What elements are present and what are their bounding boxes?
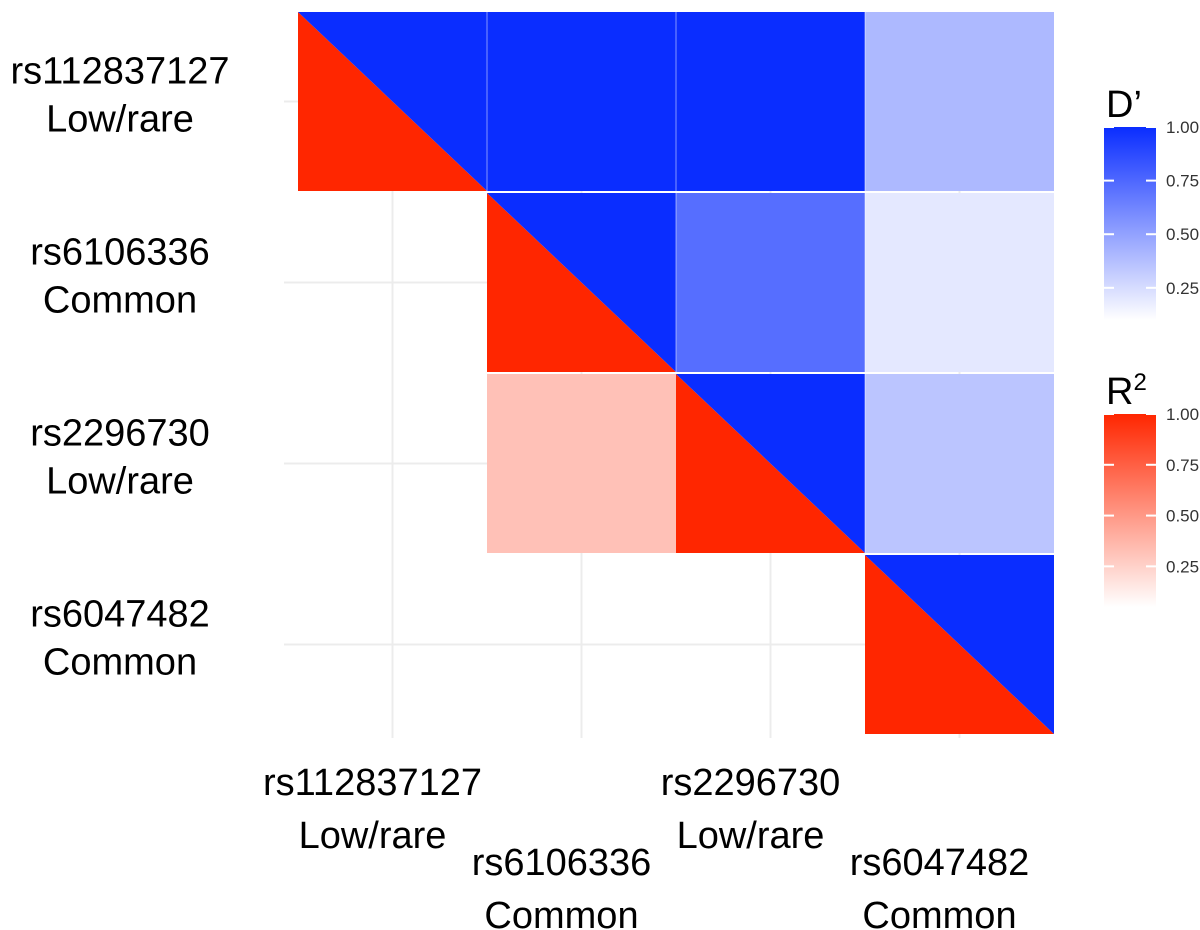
legend-tick-label: 0.25 bbox=[1166, 279, 1199, 298]
legends: D’ 1.00 0.75 0.50 0.25 R2 1.00 0.75 0.50 0.25 bbox=[1104, 84, 1199, 607]
d-prime-cell bbox=[865, 555, 1054, 734]
y-tick-label-snp: rs6106336 bbox=[30, 232, 210, 274]
x-tick-label-snp: rs2296730 bbox=[661, 762, 841, 804]
x-tick-label-class: Low/rare bbox=[299, 815, 447, 857]
d-prime-cell bbox=[865, 12, 1054, 191]
y-tick-label-snp: rs2296730 bbox=[30, 413, 210, 455]
legend-tick-label: 0.50 bbox=[1166, 225, 1199, 244]
y-tick-label-snp: rs6047482 bbox=[30, 594, 210, 636]
legend-tick-label: 1.00 bbox=[1166, 118, 1199, 137]
d-prime-cell bbox=[676, 12, 865, 191]
legend-colorbar bbox=[1104, 414, 1156, 607]
d-prime-cell bbox=[676, 374, 865, 553]
x-tick-label-class: Low/rare bbox=[677, 815, 825, 857]
d-prime-cell bbox=[676, 193, 865, 372]
x-tick-label-class: Common bbox=[862, 895, 1016, 930]
d-prime-cell bbox=[487, 12, 676, 191]
legend-colorbar bbox=[1104, 127, 1156, 320]
x-tick-label-class: Common bbox=[484, 895, 638, 930]
y-tick-label-class: Low/rare bbox=[46, 461, 194, 503]
y-tick-label-class: Common bbox=[43, 642, 197, 684]
legend-tick-label: 1.00 bbox=[1166, 405, 1199, 424]
legend-tick-label: 0.75 bbox=[1166, 172, 1199, 191]
y-tick-label-class: Common bbox=[43, 280, 197, 322]
legend-title: R2 bbox=[1106, 369, 1147, 413]
y-axis-labels: rs112837127 Low/rare rs6106336 Common rs2296… bbox=[10, 51, 229, 684]
r-squared-cell bbox=[487, 374, 676, 553]
d-prime-cell bbox=[865, 193, 1054, 372]
d-prime-cell bbox=[298, 12, 487, 191]
heatmap-cells bbox=[298, 12, 1054, 734]
y-tick-label-class: Low/rare bbox=[46, 99, 194, 141]
x-tick-label-snp: rs6047482 bbox=[850, 842, 1030, 884]
d-prime-cell bbox=[487, 193, 676, 372]
legend-tick-label: 0.25 bbox=[1166, 557, 1199, 576]
x-axis-labels: rs112837127 Low/rare rs6106336 Common rs2296… bbox=[263, 762, 1029, 930]
y-tick-label-snp: rs112837127 bbox=[10, 51, 229, 93]
d-prime-cell bbox=[865, 374, 1054, 553]
legend-tick-label: 0.50 bbox=[1166, 507, 1199, 526]
x-tick-label-snp: rs112837127 bbox=[263, 762, 482, 804]
legend-title: D’ bbox=[1106, 84, 1142, 126]
x-tick-label-snp: rs6106336 bbox=[472, 842, 652, 884]
legend-tick-label: 0.75 bbox=[1166, 456, 1199, 475]
